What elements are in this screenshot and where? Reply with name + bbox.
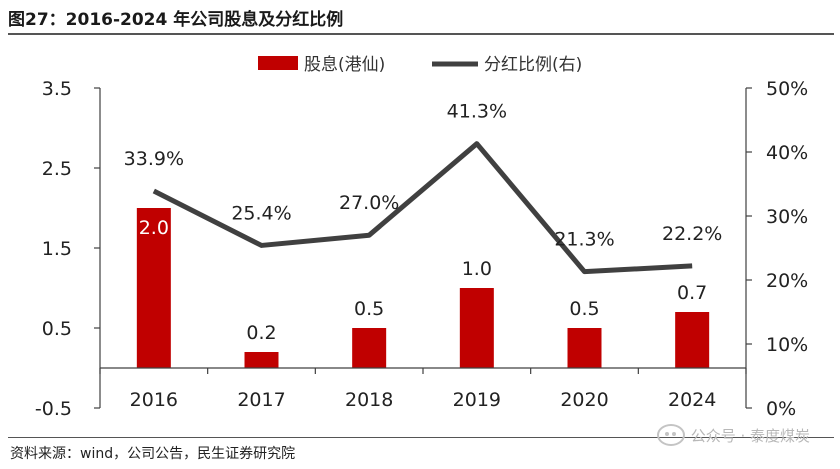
- x-tick-label: 2019: [453, 389, 501, 411]
- bar-value-label: 0.7: [677, 282, 707, 304]
- dividend-bar: [136, 208, 171, 368]
- dividend-bar: [352, 328, 387, 368]
- x-tick-label: 2024: [668, 389, 716, 411]
- payout-ratio-line: [152, 141, 693, 275]
- left-tick-label: 2.5: [42, 158, 72, 180]
- chart-title: 图27：2016-2024 年公司股息及分红比例: [8, 10, 344, 30]
- data-labels: 2.0 0.2 0.5 1.0 0.5 0.7 33.9% 25.4% 27.0% 41.3% 21…: [124, 101, 723, 344]
- watermark: 公众号 · 泰度煤炭: [656, 424, 810, 446]
- dividend-bar: [567, 328, 602, 368]
- x-axis: 2016 2017 2018 2019 2020 2024: [99, 367, 747, 411]
- right-tick-label: 10%: [766, 334, 808, 356]
- line-value-label: 27.0%: [339, 192, 399, 214]
- right-tick-label: 40%: [766, 142, 808, 164]
- title-divider: [8, 33, 834, 35]
- dividend-bar: [244, 352, 279, 368]
- bar-value-label: 1.0: [462, 258, 492, 280]
- dividend-chart: 3.5 2.5 1.5 0.5 -0.5 50% 40% 30% 20% 10% 0% 2.0 0.…: [35, 55, 808, 420]
- line-series: [152, 141, 693, 275]
- right-tick-label: 30%: [766, 206, 808, 228]
- x-tick-label: 2020: [560, 389, 608, 411]
- legend-bar-label: 股息(港仙): [304, 55, 385, 75]
- source-note: 资料来源：wind，公司公告，民生证券研究院: [10, 446, 296, 462]
- line-value-label: 22.2%: [662, 223, 722, 245]
- bar-value-label: 0.5: [354, 298, 384, 320]
- right-tick-label: 50%: [766, 78, 808, 100]
- legend-line-label: 分红比例(右): [484, 55, 582, 75]
- bar-series: [136, 208, 710, 368]
- line-value-label: 25.4%: [231, 202, 291, 224]
- left-axis: 3.5 2.5 1.5 0.5 -0.5: [35, 78, 101, 420]
- legend-bar-swatch: [258, 56, 298, 70]
- x-tick-label: 2016: [130, 389, 178, 411]
- dividend-bar: [459, 288, 494, 368]
- line-value-label: 41.3%: [447, 101, 507, 123]
- x-tick-label: 2018: [345, 389, 393, 411]
- line-value-label: 21.3%: [554, 229, 614, 251]
- left-tick-label: -0.5: [35, 398, 72, 420]
- bar-value-label: 2.0: [139, 217, 169, 239]
- dividend-bar: [675, 312, 710, 368]
- watermark-text: 公众号 · 泰度煤炭: [690, 426, 810, 445]
- left-tick-label: 3.5: [42, 78, 72, 100]
- footer-divider: [8, 437, 834, 438]
- bar-value-label: 0.2: [246, 322, 276, 344]
- left-tick-label: 0.5: [42, 318, 72, 340]
- x-tick-label: 2017: [237, 389, 285, 411]
- line-value-label: 33.9%: [124, 148, 184, 170]
- wechat-icon: [656, 424, 685, 446]
- left-tick-label: 1.5: [42, 238, 72, 260]
- right-axis: 50% 40% 30% 20% 10% 0%: [745, 78, 808, 420]
- bar-value-label: 0.5: [569, 298, 599, 320]
- right-tick-label: 20%: [766, 270, 808, 292]
- right-tick-label: 0%: [766, 398, 796, 420]
- legend: 股息(港仙) 分红比例(右): [258, 55, 582, 75]
